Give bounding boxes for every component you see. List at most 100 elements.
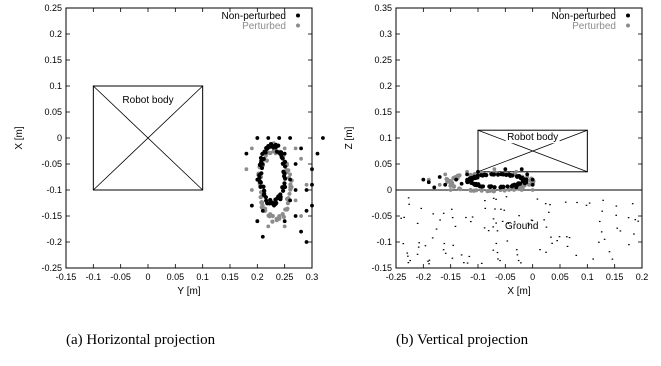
horizontal-non-perturbed-point: [261, 184, 266, 189]
horizontal-non-perturbed-point: [304, 188, 309, 192]
horizontal-perturbed-point: [270, 213, 275, 219]
vertical-ground-texture-dot: [500, 208, 502, 210]
horizontal-perturbed-point: [249, 188, 254, 192]
horizontal-perturbed-point: [288, 172, 293, 177]
vertical-x-tick-label: -0.1: [470, 272, 486, 282]
vertical-x-axis-label: X [m]: [507, 286, 531, 297]
vertical-ground-texture-dot: [516, 254, 519, 256]
vertical-y-tick-label: 0.15: [374, 107, 392, 117]
vertical-y-tick-label: 0.3: [379, 29, 392, 39]
horizontal-x-tick-label: -0.15: [56, 272, 77, 282]
horizontal-robot-body-diagonal: [93, 85, 203, 191]
vertical-ground-texture-dot: [451, 257, 454, 259]
horizontal-non-perturbed-point: [258, 180, 263, 185]
vertical-robot-body-diagonal: [477, 129, 588, 173]
vertical-perturbed-point: [451, 184, 456, 189]
vertical-ground-texture-dot: [402, 243, 405, 245]
vertical-ground-texture-dot: [628, 244, 630, 246]
vertical-ground-texture-dot: [615, 214, 618, 216]
horizontal-non-perturbed-point: [280, 188, 286, 193]
horizontal-x-axis-label: Y [m]: [177, 286, 200, 297]
horizontal-legend-marker: [296, 23, 300, 28]
vertical-non-perturbed-point: [459, 181, 464, 186]
vertical-non-perturbed-point: [524, 180, 529, 185]
horizontal-perturbed-point: [249, 146, 254, 151]
vertical-y-tick-label: -0.15: [371, 263, 392, 273]
horizontal-non-perturbed-point: [282, 219, 287, 224]
vertical-non-perturbed-point: [432, 185, 437, 190]
vertical-non-perturbed-point: [489, 172, 494, 177]
vertical-ground-texture-dot: [536, 198, 539, 200]
vertical-ground-texture-dot: [470, 220, 472, 223]
horizontal-non-perturbed-point: [255, 136, 260, 140]
horizontal-non-perturbed-point: [288, 177, 293, 182]
vertical-ground-texture-dot: [564, 201, 567, 203]
vertical-ground-texture-dot: [551, 242, 553, 244]
vertical-ground-texture-dot: [471, 216, 474, 218]
horizontal-y-tick-label: -0.05: [41, 159, 62, 169]
vertical-ground-texture-dot: [442, 249, 445, 251]
horizontal-y-tick-label: 0: [57, 133, 62, 143]
vertical-perturbed-point: [474, 188, 479, 193]
vertical-non-perturbed-point: [472, 175, 477, 181]
horizontal-non-perturbed-point: [288, 198, 293, 203]
horizontal-perturbed-point: [304, 182, 309, 187]
horizontal-perturbed-point: [285, 206, 290, 211]
vertical-ground-texture-dot: [517, 259, 520, 262]
vertical-non-perturbed-point: [465, 179, 470, 185]
vertical-ground-texture-dot: [454, 225, 457, 228]
vertical-ground-texture-dot: [439, 219, 441, 221]
vertical-ground-texture-dot: [431, 237, 434, 239]
vertical-ground-texture-dot: [496, 230, 499, 232]
horizontal-perturbed-point: [259, 200, 264, 205]
vertical-non-perturbed-point: [483, 173, 489, 178]
vertical-ground-label: Ground: [505, 221, 538, 232]
horizontal-y-tick-label: -0.15: [41, 211, 62, 221]
vertical-legend-marker: [626, 23, 630, 28]
horizontal-perturbed-point: [299, 156, 303, 161]
caption-vertical-projection: (b) Vertical projection: [396, 332, 529, 348]
vertical-ground-texture-dot: [417, 246, 420, 248]
horizontal-robot-body-label: Robot body: [122, 95, 173, 106]
vertical-ground-texture-dot: [450, 208, 453, 210]
vertical-ground-texture-dot: [633, 233, 635, 235]
vertical-ground-texture-dot: [549, 204, 551, 206]
horizontal-y-tick-label: 0.2: [49, 29, 62, 39]
vertical-ground-texture-dot: [615, 205, 618, 207]
vertical-non-perturbed-point: [443, 182, 448, 187]
vertical-ground-texture-dot: [556, 240, 558, 242]
vertical-ground-texture-dot: [407, 262, 410, 264]
vertical-y-tick-label: -0.1: [376, 237, 392, 247]
vertical-non-perturbed-point: [495, 172, 501, 177]
horizontal-x-tick-label: 0.05: [167, 272, 185, 282]
horizontal-non-perturbed-point: [310, 182, 314, 187]
horizontal-x-tick-label: -0.1: [86, 272, 102, 282]
vertical-ground-texture-dot: [601, 210, 604, 212]
vertical-y-tick-label: 0.1: [379, 133, 392, 143]
vertical-ground-texture-dot: [505, 196, 508, 198]
horizontal-non-perturbed-point: [310, 203, 314, 208]
vertical-ground-texture-dot: [406, 252, 409, 254]
vertical-x-tick-label: 0.1: [581, 272, 594, 282]
horizontal-non-perturbed-point: [288, 136, 293, 140]
vertical-ground-texture-dot: [637, 220, 640, 222]
vertical-perturbed-point: [437, 182, 442, 187]
vertical-robot-body-label: Robot body: [507, 132, 558, 143]
vertical-ground-texture-dot: [598, 220, 601, 223]
horizontal-perturbed-point: [287, 191, 292, 196]
vertical-non-perturbed-point: [530, 182, 535, 187]
vertical-ground-texture-dot: [585, 204, 588, 206]
horizontal-non-perturbed-point: [264, 146, 270, 151]
vertical-perturbed-point: [479, 188, 484, 193]
vertical-ground-texture-dot: [427, 260, 429, 262]
horizontal-non-perturbed-point: [274, 149, 280, 154]
vertical-ground-texture-dot: [443, 242, 446, 245]
vertical-y-tick-label: -0.05: [371, 211, 392, 221]
horizontal-perturbed-point: [258, 195, 263, 200]
vertical-ground-texture-dot: [416, 253, 419, 255]
horizontal-y-tick-label: 0.15: [44, 55, 62, 65]
vertical-ground-texture-dot: [484, 207, 487, 209]
vertical-ground-texture-dot: [513, 221, 516, 223]
vertical-ground-texture-dot: [598, 241, 600, 243]
horizontal-non-perturbed-point: [277, 136, 282, 140]
